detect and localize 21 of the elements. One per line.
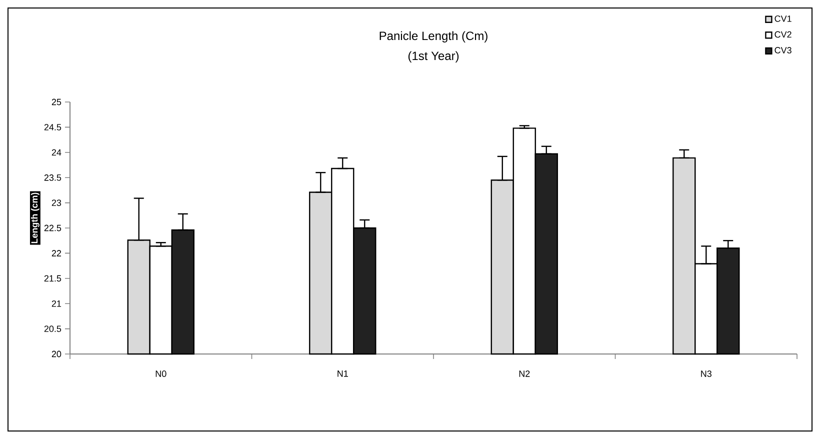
y-tick-label: 22 xyxy=(52,250,62,256)
chart-subtitle: (1st Year) xyxy=(408,51,459,62)
y-axis-title: Length (cm) xyxy=(30,192,40,244)
x-tick-label: N0 xyxy=(156,370,166,377)
chart-title: Panicle Length (Cm) xyxy=(380,31,488,42)
y-tick-label: 20.5 xyxy=(44,326,62,332)
y-tick-label: 21 xyxy=(52,300,62,307)
y-tick-label: 24 xyxy=(52,149,62,156)
x-tick-label: N1 xyxy=(338,370,348,377)
y-tick-label: 23 xyxy=(52,200,62,206)
y-tick-label: 22.5 xyxy=(44,224,62,232)
y-tick-label: 24.5 xyxy=(44,124,62,130)
y-tick-label: 20 xyxy=(52,350,62,358)
legend-label: CV3 xyxy=(774,47,792,54)
x-tick-label: N2 xyxy=(519,370,530,377)
legend-label: CV2 xyxy=(774,31,792,38)
y-tick-label: 21.5 xyxy=(44,275,62,282)
legend-label: CV1 xyxy=(774,15,792,22)
x-tick-label: N3 xyxy=(701,370,712,377)
y-tick-label: 25 xyxy=(52,98,62,106)
y-tick-label: 23.5 xyxy=(44,174,62,181)
